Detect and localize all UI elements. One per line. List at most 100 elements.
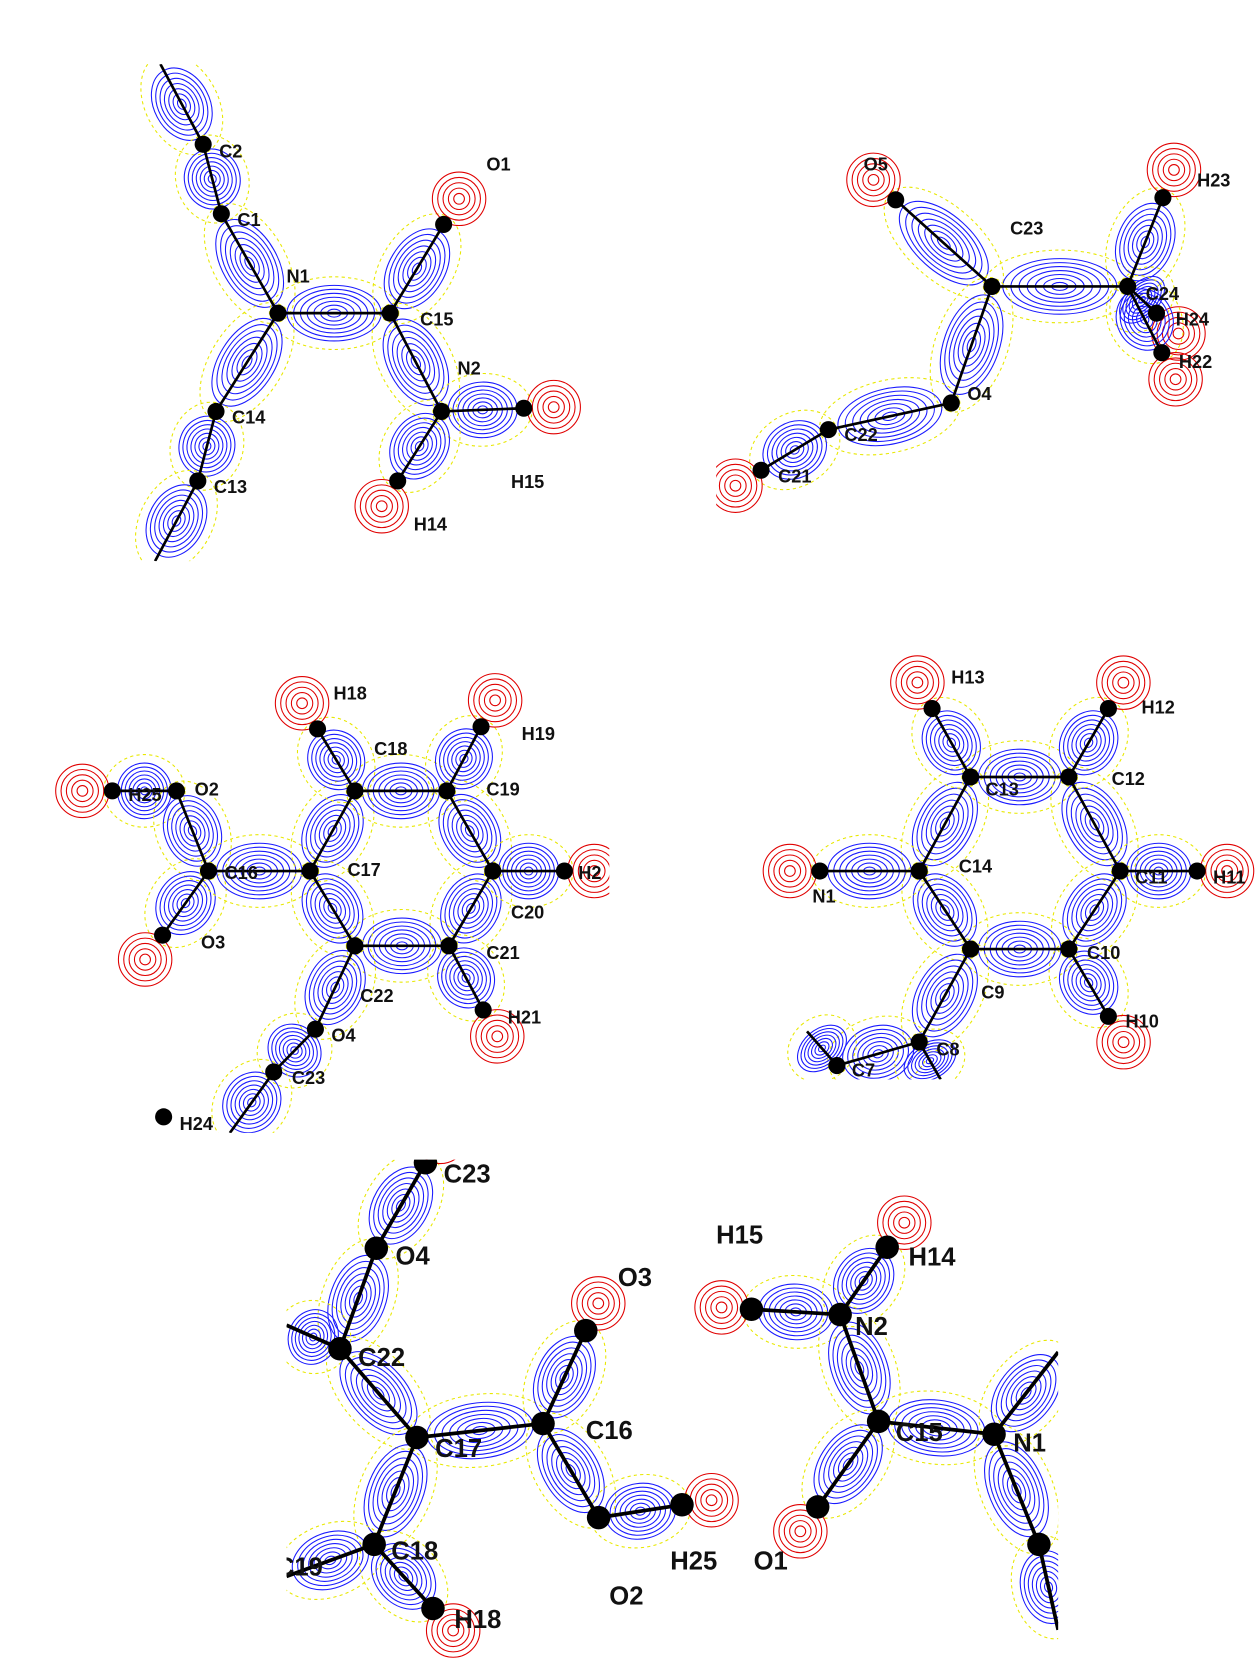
lone-pair-contour: [537, 390, 571, 424]
lone-pair-contour: [689, 1478, 734, 1523]
atom-label: O4: [396, 1243, 431, 1271]
atom-label: O2: [609, 1583, 643, 1611]
lone-pair-contour: [705, 1290, 739, 1324]
atom: [586, 1505, 611, 1530]
lone-pair-contour: [437, 176, 481, 221]
atom: [805, 1495, 830, 1519]
atom: [752, 461, 770, 479]
atom-label: N1: [1013, 1430, 1046, 1458]
zero-contour: [140, 64, 224, 156]
lone-pair-contour: [794, 1525, 807, 1538]
lone-pair-contour: [453, 192, 465, 205]
atom: [739, 1297, 764, 1321]
lone-pair-contour: [375, 500, 388, 513]
lone-pair-contour: [592, 1297, 605, 1310]
lone-pair-contour: [1152, 148, 1196, 192]
bond: [838, 1313, 881, 1423]
lone-pair-contour: [133, 948, 157, 971]
bond: [214, 312, 280, 413]
lone-pair-contour: [895, 660, 940, 705]
bond: [389, 223, 445, 314]
lone-pair-contour: [710, 1296, 733, 1319]
lone-pair-contour: [123, 937, 168, 982]
bond: [396, 410, 443, 482]
atom: [432, 402, 451, 421]
lone-pair-contour: [274, 676, 330, 731]
zero-contour: [901, 859, 989, 961]
lone-pair-contour: [890, 655, 945, 710]
lone-pair-contour: [55, 763, 110, 819]
bond: [992, 1350, 1059, 1436]
atom: [413, 1159, 438, 1175]
atom: [670, 1493, 694, 1517]
atom-label: O4: [967, 384, 991, 404]
lone-pair-contour: [1117, 676, 1130, 689]
bond: [308, 870, 357, 947]
lone-pair-contour: [483, 689, 507, 712]
lone-pair-contour: [1153, 357, 1198, 402]
lone-pair-contour: [1164, 368, 1187, 391]
atom: [306, 1020, 324, 1038]
atom: [1147, 304, 1166, 322]
lone-pair-contour: [1106, 666, 1140, 700]
lone-pair-contour: [893, 1211, 916, 1234]
lone-pair-contour: [370, 495, 393, 518]
lone-pair-contour: [491, 1030, 504, 1043]
atom: [887, 191, 905, 209]
atom: [961, 940, 980, 958]
bond: [196, 411, 218, 482]
atom-label: H19: [522, 724, 555, 744]
atom: [828, 1056, 846, 1075]
lone-pair-contour: [716, 463, 758, 508]
lone-pair-contour: [1167, 322, 1190, 345]
atom-label: C14: [232, 408, 265, 428]
lone-pair-contour: [365, 489, 399, 523]
atom: [421, 1596, 445, 1621]
atom: [875, 1235, 899, 1259]
atom-label: C18: [374, 739, 407, 759]
atom-label: N2: [458, 359, 481, 379]
atom-label: C15: [896, 1419, 943, 1447]
lone-pair-contour: [587, 1292, 610, 1315]
lone-pair-contour: [470, 1009, 525, 1064]
atom-label: C19: [276, 1554, 323, 1582]
atom-label: C22: [360, 986, 393, 1006]
bond: [950, 285, 994, 404]
lone-pair-contour: [718, 469, 753, 503]
zero-contour: [286, 1520, 385, 1600]
atom: [212, 205, 230, 223]
atom: [574, 1318, 598, 1343]
atom: [474, 1001, 492, 1019]
lone-pair-contour: [715, 1301, 728, 1314]
bond: [598, 1502, 683, 1520]
lone-pair-contour: [583, 859, 606, 883]
bond: [1067, 707, 1110, 778]
lone-pair-contour: [117, 932, 173, 987]
atom-label: O3: [618, 1264, 652, 1292]
bonds: [806, 707, 1198, 1080]
atom-label: C13: [985, 780, 1018, 800]
bond: [760, 428, 830, 472]
atom-label: C23: [444, 1160, 491, 1188]
atom-label: H10: [1126, 1012, 1159, 1032]
atom-label: C16: [586, 1417, 633, 1445]
lone-pair-contour: [716, 458, 763, 513]
bond: [751, 1307, 841, 1317]
atom: [269, 304, 287, 322]
atom: [866, 1409, 891, 1434]
atom-label: H2: [578, 863, 601, 883]
atom-label: C22: [358, 1344, 405, 1372]
lone-pair-contour: [1148, 352, 1203, 407]
lone-pair-contour: [473, 678, 518, 723]
atom: [1060, 768, 1078, 786]
lone-pair-contour: [700, 1489, 723, 1512]
atom-label: O2: [195, 780, 219, 800]
lone-pair-contour: [71, 779, 94, 803]
bond: [228, 1071, 275, 1133]
lone-pair-contour: [467, 673, 523, 728]
lone-pair-contour: [435, 1132, 446, 1143]
atom-label: H25: [670, 1547, 717, 1575]
atom-label: H24: [1176, 309, 1209, 329]
bond: [878, 1419, 995, 1437]
bond: [372, 1436, 419, 1546]
